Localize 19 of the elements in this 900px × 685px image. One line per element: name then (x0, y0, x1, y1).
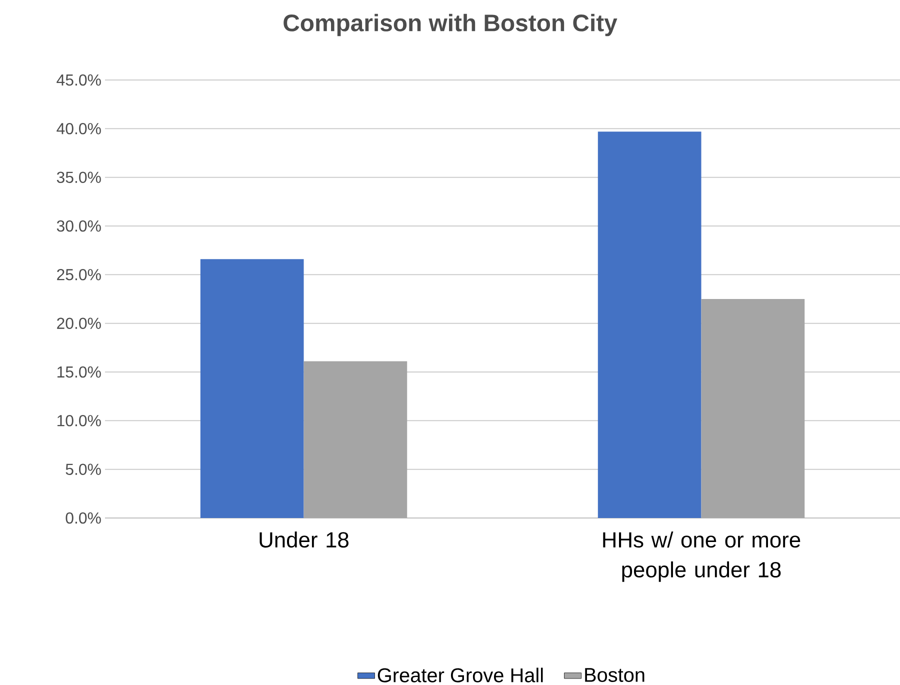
y-tick-label: 25.0% (57, 269, 101, 280)
y-tick-label: 10.0% (58, 415, 101, 426)
legend-label: Greater Grove Hall (378, 668, 543, 682)
y-tick-label: 15.0% (58, 366, 101, 378)
bar (701, 299, 805, 518)
y-tick-label: 5.0% (66, 464, 101, 475)
bar (598, 132, 702, 518)
y-tick-label: 0.0% (66, 512, 101, 524)
x-tick-label: Under 18 (260, 532, 348, 548)
bar (304, 361, 408, 518)
y-tick-label: 45.0% (56, 74, 101, 86)
legend-label: Boston (585, 668, 644, 682)
y-tick-label: 40.0% (56, 123, 101, 134)
bar (200, 259, 304, 518)
chart-title: Comparison with Boston City (284, 14, 618, 36)
y-tick-label: 20.0% (57, 318, 101, 329)
y-tick-label: 35.0% (56, 172, 101, 183)
x-tick-label: HHs w/ one or more people under 18 (603, 532, 800, 582)
y-tick-label: 30.0% (56, 220, 101, 232)
